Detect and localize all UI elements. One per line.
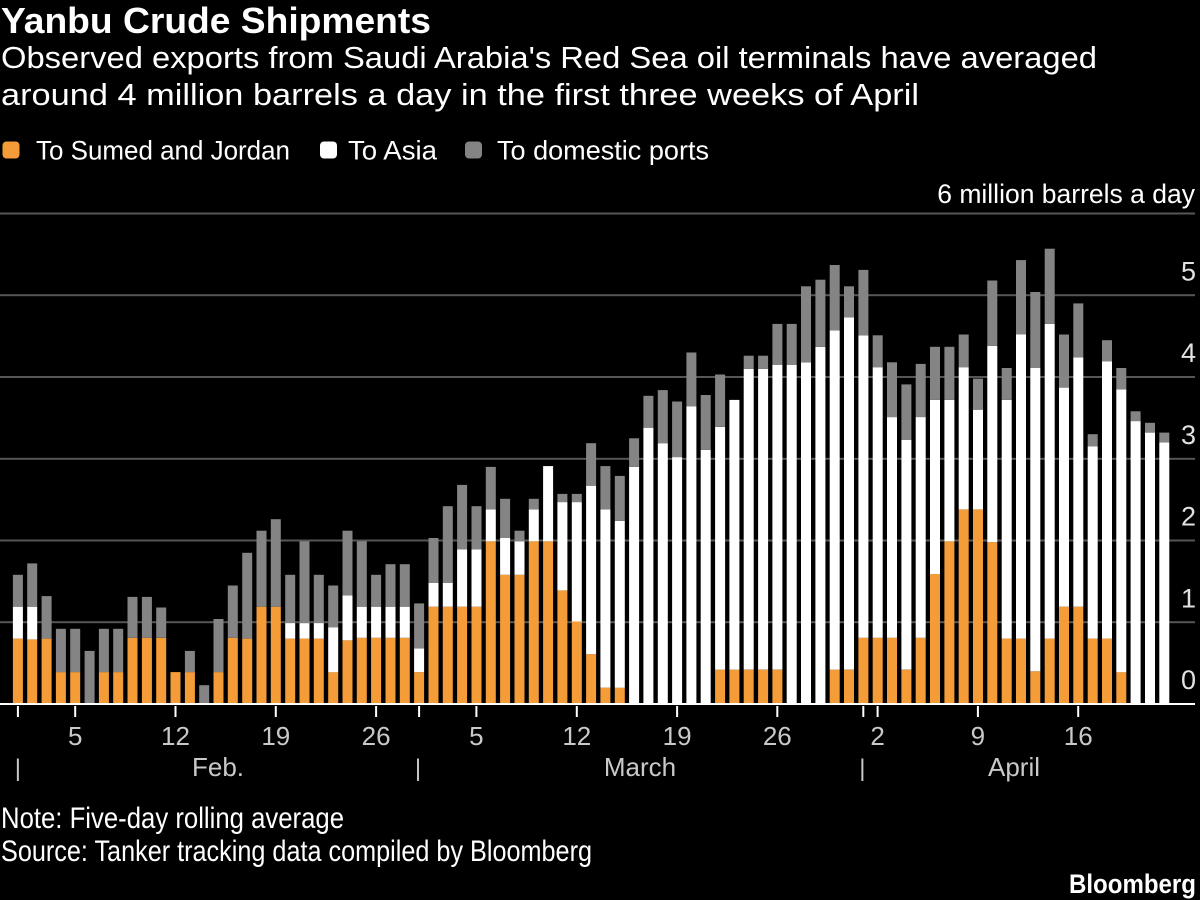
svg-text:5: 5 bbox=[1181, 257, 1196, 287]
svg-text:To domestic ports: To domestic ports bbox=[497, 136, 709, 166]
svg-text:Source: Tanker tracking data c: Source: Tanker tracking data compiled by… bbox=[1, 835, 592, 868]
svg-text:5: 5 bbox=[469, 721, 483, 751]
svg-text:19: 19 bbox=[261, 721, 290, 751]
svg-text:19: 19 bbox=[663, 721, 692, 751]
svg-text:3: 3 bbox=[1181, 420, 1196, 450]
svg-text:2: 2 bbox=[1181, 502, 1196, 532]
svg-text:To Asia: To Asia bbox=[348, 136, 438, 166]
svg-text:9: 9 bbox=[971, 721, 985, 751]
svg-text:5: 5 bbox=[68, 721, 82, 751]
svg-text:around 4 million barrels a day: around 4 million barrels a day in the fi… bbox=[1, 77, 919, 112]
svg-text:1: 1 bbox=[1181, 583, 1196, 613]
svg-text:0: 0 bbox=[1181, 665, 1196, 695]
svg-text:|: | bbox=[415, 755, 421, 782]
svg-text:Bloomberg: Bloomberg bbox=[1069, 869, 1196, 899]
svg-text:Note: Five-day rolling average: Note: Five-day rolling average bbox=[1, 802, 344, 835]
svg-text:26: 26 bbox=[763, 721, 792, 751]
svg-text:Yanbu Crude Shipments: Yanbu Crude Shipments bbox=[1, 0, 431, 41]
svg-text:12: 12 bbox=[562, 721, 591, 751]
svg-text:April: April bbox=[988, 752, 1040, 782]
svg-text:March: March bbox=[604, 752, 676, 782]
svg-text:12: 12 bbox=[161, 721, 190, 751]
svg-text:Feb.: Feb. bbox=[192, 752, 244, 782]
svg-text:4: 4 bbox=[1181, 338, 1196, 368]
svg-text:26: 26 bbox=[362, 721, 391, 751]
svg-text:16: 16 bbox=[1064, 721, 1093, 751]
svg-text:6 million barrels a day: 6 million barrels a day bbox=[937, 179, 1196, 209]
svg-text:Observed exports from Saudi Ar: Observed exports from Saudi Arabia's Red… bbox=[1, 40, 1097, 75]
svg-text:To Sumed and Jordan: To Sumed and Jordan bbox=[36, 136, 290, 166]
svg-text:|: | bbox=[15, 755, 21, 782]
svg-text:|: | bbox=[859, 755, 865, 782]
svg-text:2: 2 bbox=[870, 721, 884, 751]
